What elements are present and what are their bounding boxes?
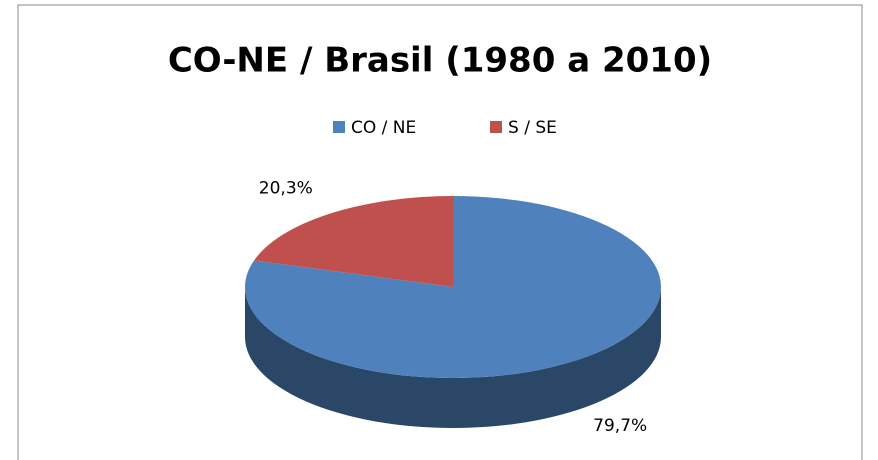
legend-swatch xyxy=(490,121,502,133)
data-label: 20,3% xyxy=(259,178,313,198)
legend-label: S / SE xyxy=(508,118,557,138)
legend-label: CO / NE xyxy=(351,118,416,138)
chart-title: CO-NE / Brasil (1980 a 2010) xyxy=(168,41,712,81)
pie-slice xyxy=(254,196,453,287)
legend-swatch xyxy=(333,121,345,133)
data-label: 79,7% xyxy=(593,416,647,436)
pie-side xyxy=(245,287,661,428)
